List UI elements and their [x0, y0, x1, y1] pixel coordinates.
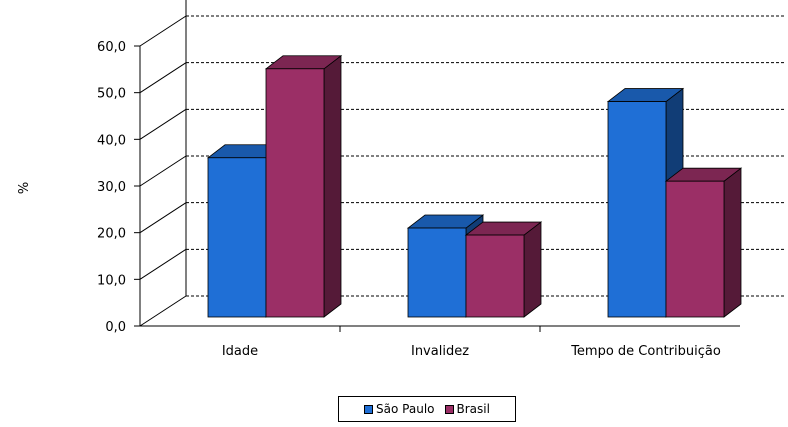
legend-swatch-brasil — [445, 405, 454, 414]
y-axis-label: % — [17, 182, 32, 194]
bar-side — [724, 168, 741, 317]
y-tick-label: 0,0 — [105, 320, 126, 335]
wall-grid-diagonal — [140, 63, 186, 93]
bar-front — [666, 181, 724, 317]
bars-layer — [208, 56, 741, 317]
y-tick-label: 10,0 — [97, 273, 126, 288]
bar-front — [608, 102, 666, 317]
x-category-label: Tempo de Contribuição — [570, 344, 721, 359]
legend-item-sao-paulo: São Paulo — [364, 402, 434, 416]
bar-brasil-2 — [666, 168, 741, 317]
bar-front — [408, 228, 466, 317]
bar-side — [524, 222, 541, 317]
bar-front — [466, 235, 524, 317]
legend: São Paulo Brasil — [338, 396, 516, 422]
legend-item-brasil: Brasil — [445, 402, 490, 416]
wall-grid-diagonal — [140, 249, 186, 279]
legend-label-brasil: Brasil — [457, 402, 490, 416]
legend-label-sao-paulo: São Paulo — [376, 402, 434, 416]
x-category-label: Invalidez — [411, 344, 469, 359]
wall-grid-diagonal — [140, 16, 186, 46]
x-category-label: Idade — [222, 344, 258, 359]
y-tick-label: 50,0 — [97, 87, 126, 102]
wall-grid-diagonal — [140, 203, 186, 233]
wall-grid-diagonal — [140, 296, 186, 326]
y-tick-label: 20,0 — [97, 227, 126, 242]
wall-grid-diagonal — [140, 156, 186, 186]
bar-brasil-1 — [466, 222, 541, 317]
bar-brasil-0 — [266, 56, 341, 317]
y-tick-label: 40,0 — [97, 133, 126, 148]
bar-front — [208, 158, 266, 317]
y-tick-label: 60,0 — [97, 40, 126, 55]
y-tick-label: 30,0 — [97, 180, 126, 195]
bar-front — [266, 69, 324, 317]
wall-grid-diagonal — [140, 109, 186, 139]
bar-side — [324, 56, 341, 317]
legend-swatch-sao-paulo — [364, 405, 373, 414]
